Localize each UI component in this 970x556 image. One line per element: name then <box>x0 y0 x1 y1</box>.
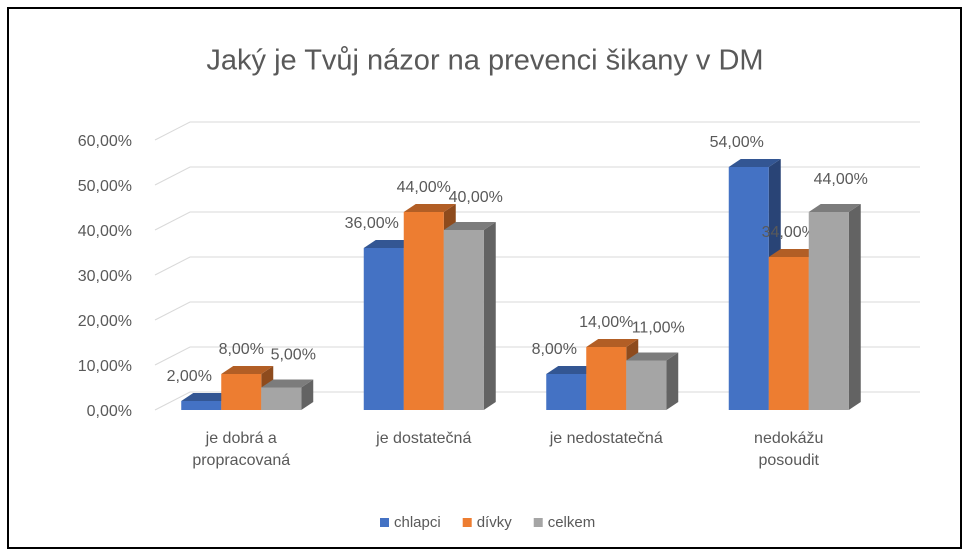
bar-top <box>768 249 821 257</box>
y-tick-label: 50,00% <box>78 178 132 195</box>
bar-front <box>808 212 849 410</box>
data-label: 44,00% <box>814 171 868 188</box>
grid-line <box>154 346 920 366</box>
bar-top <box>261 379 314 388</box>
bar-top <box>546 366 599 374</box>
data-label: 8,00% <box>532 341 577 358</box>
y-tick-label: 0,00% <box>87 403 132 420</box>
bar-top <box>403 204 456 212</box>
x-tick-label: je dobrá a propracovaná <box>192 430 291 469</box>
y-tick-label: 10,00% <box>78 358 132 375</box>
bar-top <box>728 159 781 167</box>
data-label: 40,00% <box>449 189 503 206</box>
data-label: 11,00% <box>632 320 685 337</box>
y-tick-label: 30,00% <box>78 268 132 285</box>
bar-front <box>586 347 627 410</box>
bar-top <box>626 352 679 361</box>
bar-front <box>261 387 302 410</box>
legend-swatch <box>462 518 472 527</box>
data-label: 2,00% <box>167 368 212 385</box>
data-label: 54,00% <box>710 134 764 151</box>
bar-front <box>443 230 484 410</box>
grid-line <box>154 256 920 276</box>
bar-front <box>768 257 809 410</box>
bar-top <box>221 366 274 374</box>
bar <box>261 379 314 410</box>
bar-top <box>808 204 861 212</box>
bar <box>443 222 496 410</box>
chart-title: Jaký je Tvůj názor na prevenci šikany v … <box>206 45 763 77</box>
bar <box>221 366 274 410</box>
bar-front <box>403 212 444 410</box>
bar-side <box>666 352 679 410</box>
bar-top <box>586 339 639 347</box>
bar-front <box>363 248 404 410</box>
legend-swatch <box>533 518 543 527</box>
bar-top <box>181 393 234 401</box>
grid-line <box>154 301 920 321</box>
data-label: 34,00% <box>762 224 816 241</box>
bar-front <box>626 360 667 410</box>
data-label: 44,00% <box>397 179 451 196</box>
bar-top <box>363 240 416 248</box>
bar <box>626 352 679 410</box>
y-tick-label: 60,00% <box>78 133 132 150</box>
x-tick-label: je dostatečná <box>376 430 472 447</box>
legend-label: dívky <box>477 514 513 531</box>
y-tick-label: 20,00% <box>78 313 132 330</box>
grid-line <box>154 211 920 231</box>
bar-side <box>483 222 496 410</box>
data-label: 36,00% <box>345 215 399 232</box>
data-label: 5,00% <box>271 347 316 364</box>
bar-front <box>728 167 769 410</box>
grid-line <box>154 166 920 186</box>
bar-front <box>546 374 587 410</box>
x-tick-label: je nedostatečná <box>549 430 663 447</box>
bar <box>808 204 861 410</box>
data-label: 14,00% <box>579 314 633 331</box>
legend-swatch <box>380 518 389 527</box>
legend-label: celkem <box>548 514 596 531</box>
legend-label: chlapci <box>394 514 441 531</box>
data-label: 8,00% <box>219 341 264 358</box>
bar-side <box>301 379 314 410</box>
x-tick-label: nedokážu posoudit <box>754 430 824 469</box>
bar-side <box>848 204 861 410</box>
grid-line <box>154 121 920 141</box>
bar-top <box>443 222 496 230</box>
y-tick-label: 40,00% <box>78 223 132 240</box>
bar-front <box>221 374 262 410</box>
bar-front <box>181 401 222 410</box>
